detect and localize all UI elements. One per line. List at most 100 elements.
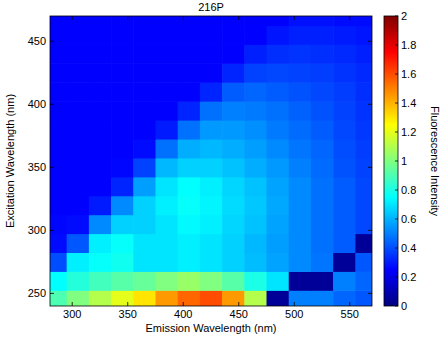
cell: [355, 44, 372, 64]
cell: [289, 158, 312, 178]
cell: [355, 120, 372, 140]
cell: [289, 177, 312, 197]
cell: [155, 215, 178, 235]
cell: [133, 101, 156, 121]
cell: [67, 234, 90, 254]
cell: [289, 63, 312, 83]
cell: [289, 82, 312, 102]
y-tick: [368, 41, 372, 42]
x-tick: [127, 302, 128, 306]
cell: [89, 82, 112, 102]
y-tick: [368, 293, 372, 294]
cell: [111, 271, 134, 291]
colorbar-tick: [395, 132, 398, 133]
cell: [111, 120, 134, 140]
cell: [289, 120, 312, 140]
colorbar-tick: [395, 306, 398, 307]
colorbar-tick-label: 1.4: [401, 97, 416, 109]
cell: [178, 196, 201, 216]
x-tick: [238, 16, 239, 20]
y-axis-title: Excitation Wavelength (nm): [4, 94, 16, 228]
cell: [155, 120, 178, 140]
cell: [50, 139, 67, 159]
cell: [155, 234, 178, 254]
cell: [133, 44, 156, 64]
cell: [155, 290, 178, 306]
x-tick-label: 550: [341, 308, 359, 320]
cell: [267, 290, 290, 306]
cell: [89, 101, 112, 121]
cell: [155, 139, 178, 159]
colorbar: [384, 16, 398, 306]
cell: [133, 82, 156, 102]
x-tick-label: 400: [174, 308, 192, 320]
colorbar-tick-label: 0.4: [401, 242, 416, 254]
cell: [311, 215, 334, 235]
cell: [267, 271, 290, 291]
cell: [67, 63, 90, 83]
plot-frame: [50, 16, 372, 306]
cell: [89, 234, 112, 254]
cell: [133, 290, 156, 306]
cell: [244, 196, 267, 216]
cell: [311, 196, 334, 216]
cell: [178, 177, 201, 197]
cell: [222, 139, 245, 159]
y-tick-label: 450: [28, 35, 46, 47]
cell: [355, 271, 372, 291]
cell: [355, 101, 372, 121]
cell: [50, 63, 67, 83]
cell: [222, 16, 245, 26]
x-tick: [294, 16, 295, 20]
title: 216P: [198, 1, 224, 13]
cell: [333, 139, 356, 159]
x-tick-label: 500: [285, 308, 303, 320]
colorbar-tick-label: 0.2: [401, 271, 416, 283]
cell: [111, 234, 134, 254]
cell: [111, 101, 134, 121]
x-tick: [349, 302, 350, 306]
colorbar-tick-label: 1.8: [401, 39, 416, 51]
cell: [267, 25, 290, 45]
cell: [67, 82, 90, 102]
cell: [89, 16, 112, 26]
cell: [200, 82, 223, 102]
cell: [244, 252, 267, 272]
cell: [333, 16, 356, 26]
y-tick: [50, 104, 54, 105]
cell: [244, 82, 267, 102]
cell: [244, 139, 267, 159]
cell: [244, 158, 267, 178]
cell: [200, 290, 223, 306]
cell: [267, 196, 290, 216]
cell: [311, 177, 334, 197]
cell: [178, 16, 201, 26]
cell: [133, 16, 156, 26]
cell: [311, 234, 334, 254]
cell: [200, 177, 223, 197]
cell: [355, 234, 372, 254]
cell: [200, 16, 223, 26]
y-tick-label: 250: [28, 287, 46, 299]
cell: [89, 215, 112, 235]
x-tick: [183, 16, 184, 20]
colorbar-tick-label: 0.8: [401, 184, 416, 196]
cell: [89, 196, 112, 216]
cell: [89, 63, 112, 83]
cell: [289, 44, 312, 64]
cell: [178, 63, 201, 83]
colorbar-tick-label: 0.6: [401, 213, 416, 225]
cell: [133, 120, 156, 140]
x-tick: [349, 16, 350, 20]
cell: [222, 196, 245, 216]
cell: [333, 252, 356, 272]
cell: [50, 158, 67, 178]
cell: [178, 271, 201, 291]
colorbar-tick-label: 1.2: [401, 126, 416, 138]
colorbar-tick: [395, 190, 398, 191]
x-tick: [72, 302, 73, 306]
cell: [267, 177, 290, 197]
cell: [178, 44, 201, 64]
cell: [333, 25, 356, 45]
cell: [267, 158, 290, 178]
